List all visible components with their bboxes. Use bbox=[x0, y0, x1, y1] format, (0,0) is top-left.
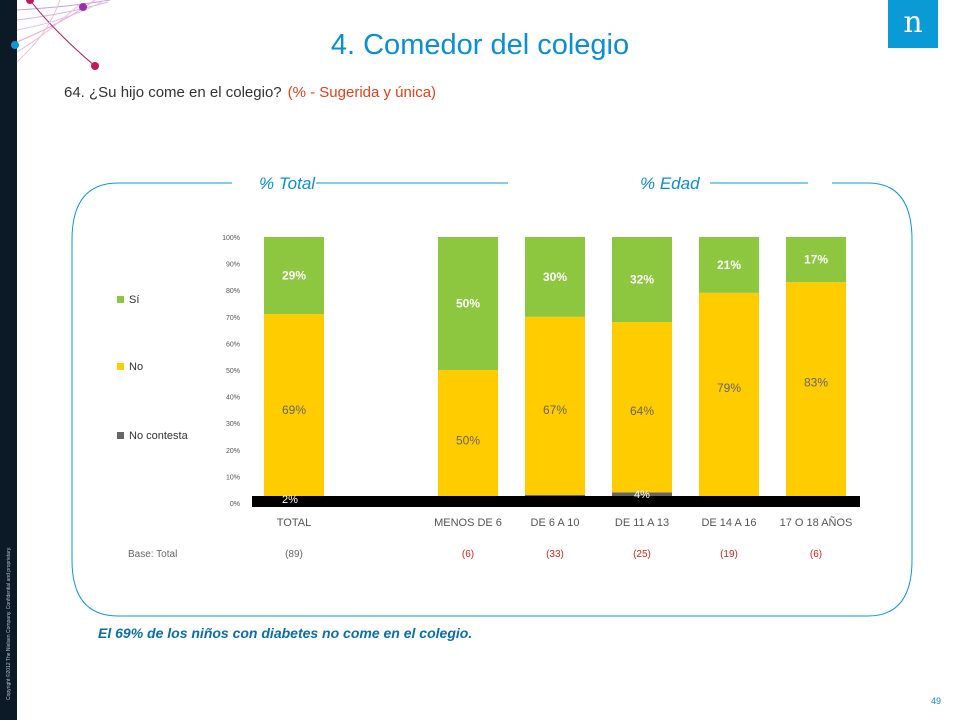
category-label: DE 14 A 16 bbox=[701, 517, 756, 529]
y-tick-label: 80% bbox=[226, 288, 240, 295]
bar-segment-no bbox=[525, 316, 585, 496]
question-label: 64. ¿Su hijo come en el colegio? bbox=[64, 84, 282, 101]
bar-segment-no bbox=[264, 314, 324, 498]
data-label: 79% bbox=[717, 381, 741, 395]
group-label-age: % Edad bbox=[640, 174, 700, 193]
legend-label-no-contesta: No contesta bbox=[129, 430, 188, 442]
base-count: (19) bbox=[720, 549, 738, 560]
category-label: 17 O 18 AÑOS bbox=[780, 516, 853, 529]
bar-segment-si bbox=[525, 237, 585, 317]
left-sidebar-bar bbox=[0, 0, 17, 720]
legend-item-no-contesta: No contesta bbox=[117, 430, 188, 442]
data-label: 67% bbox=[543, 403, 567, 417]
legend-swatch-no-contesta bbox=[117, 432, 124, 439]
decorative-lines bbox=[11, 0, 110, 70]
y-tick-label: 100% bbox=[222, 235, 240, 242]
bar-segment-si bbox=[699, 237, 759, 293]
y-tick-label: 10% bbox=[226, 474, 240, 481]
bar-segment-no bbox=[438, 370, 498, 503]
bar-segment-si bbox=[786, 237, 846, 283]
conclusion-text: El 69% de los niños con diabetes no come… bbox=[98, 625, 473, 641]
legend-swatch-no bbox=[117, 363, 124, 370]
data-label: 83% bbox=[804, 376, 828, 390]
y-tick-label: 30% bbox=[226, 421, 240, 428]
data-label: 2% bbox=[282, 494, 298, 506]
category-label: TOTAL bbox=[277, 517, 311, 529]
axis-baseline bbox=[252, 496, 860, 507]
category-label: DE 6 A 10 bbox=[531, 517, 580, 529]
legend-item-no: No bbox=[117, 361, 143, 373]
y-tick-label: 40% bbox=[226, 395, 240, 402]
y-tick-label: 90% bbox=[226, 262, 240, 269]
base-count: (6) bbox=[809, 549, 823, 560]
legend-label-no: No bbox=[129, 361, 144, 373]
data-label: 4% bbox=[634, 489, 650, 501]
category-label: DE 11 A 13 bbox=[615, 517, 669, 529]
y-tick-label: 0% bbox=[230, 501, 240, 508]
data-label: 29% bbox=[282, 269, 306, 283]
data-label: 17% bbox=[804, 253, 828, 267]
y-tick-label: 70% bbox=[226, 315, 240, 322]
legend-label-si: Sí bbox=[129, 294, 140, 306]
base-count: (6) bbox=[461, 549, 475, 560]
data-label: 64% bbox=[630, 404, 654, 418]
legend-swatch-si bbox=[117, 296, 124, 303]
category-label: MENOS DE 6 bbox=[434, 517, 502, 529]
bar-segment-si bbox=[264, 237, 324, 315]
page-number: 49 bbox=[931, 696, 942, 706]
data-label: 3% bbox=[547, 496, 563, 508]
question-text: 64. ¿Su hijo come en el colegio? (% - Sug… bbox=[64, 84, 436, 101]
question-note: (% - Sugerida y única) bbox=[287, 84, 437, 101]
y-tick-label: 60% bbox=[226, 341, 240, 348]
slide-title: 4. Comedor del colegio bbox=[330, 29, 630, 61]
data-label: 50% bbox=[456, 434, 480, 448]
group-label-total: % Total bbox=[259, 174, 316, 193]
data-label: 50% bbox=[456, 297, 480, 311]
bar-segment-no bbox=[786, 282, 846, 503]
data-label: 30% bbox=[543, 270, 567, 284]
bar-segment-si bbox=[612, 237, 672, 323]
data-label: 32% bbox=[630, 273, 654, 287]
bar-segment-no bbox=[699, 292, 759, 503]
nielsen-logo: n bbox=[888, 0, 938, 48]
base-count: (25) bbox=[633, 549, 651, 560]
data-label: 21% bbox=[717, 258, 741, 272]
y-tick-label: 20% bbox=[226, 448, 240, 455]
base-count: (33) bbox=[546, 549, 564, 560]
legend-item-si: Sí bbox=[117, 294, 139, 306]
base-label: Base: Total bbox=[128, 549, 178, 560]
y-tick-label: 50% bbox=[226, 368, 240, 375]
bar-segment-no bbox=[612, 322, 672, 493]
base-count: (89) bbox=[285, 549, 303, 560]
data-label: 69% bbox=[282, 403, 306, 417]
bar-segment-si bbox=[438, 237, 498, 370]
